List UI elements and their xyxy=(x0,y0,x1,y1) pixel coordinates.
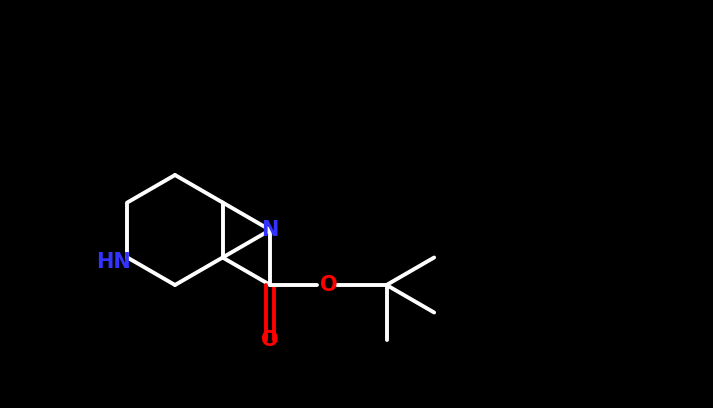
Text: O: O xyxy=(320,275,338,295)
Text: N: N xyxy=(262,220,279,240)
Text: HN: HN xyxy=(96,253,130,273)
Text: O: O xyxy=(262,330,279,350)
